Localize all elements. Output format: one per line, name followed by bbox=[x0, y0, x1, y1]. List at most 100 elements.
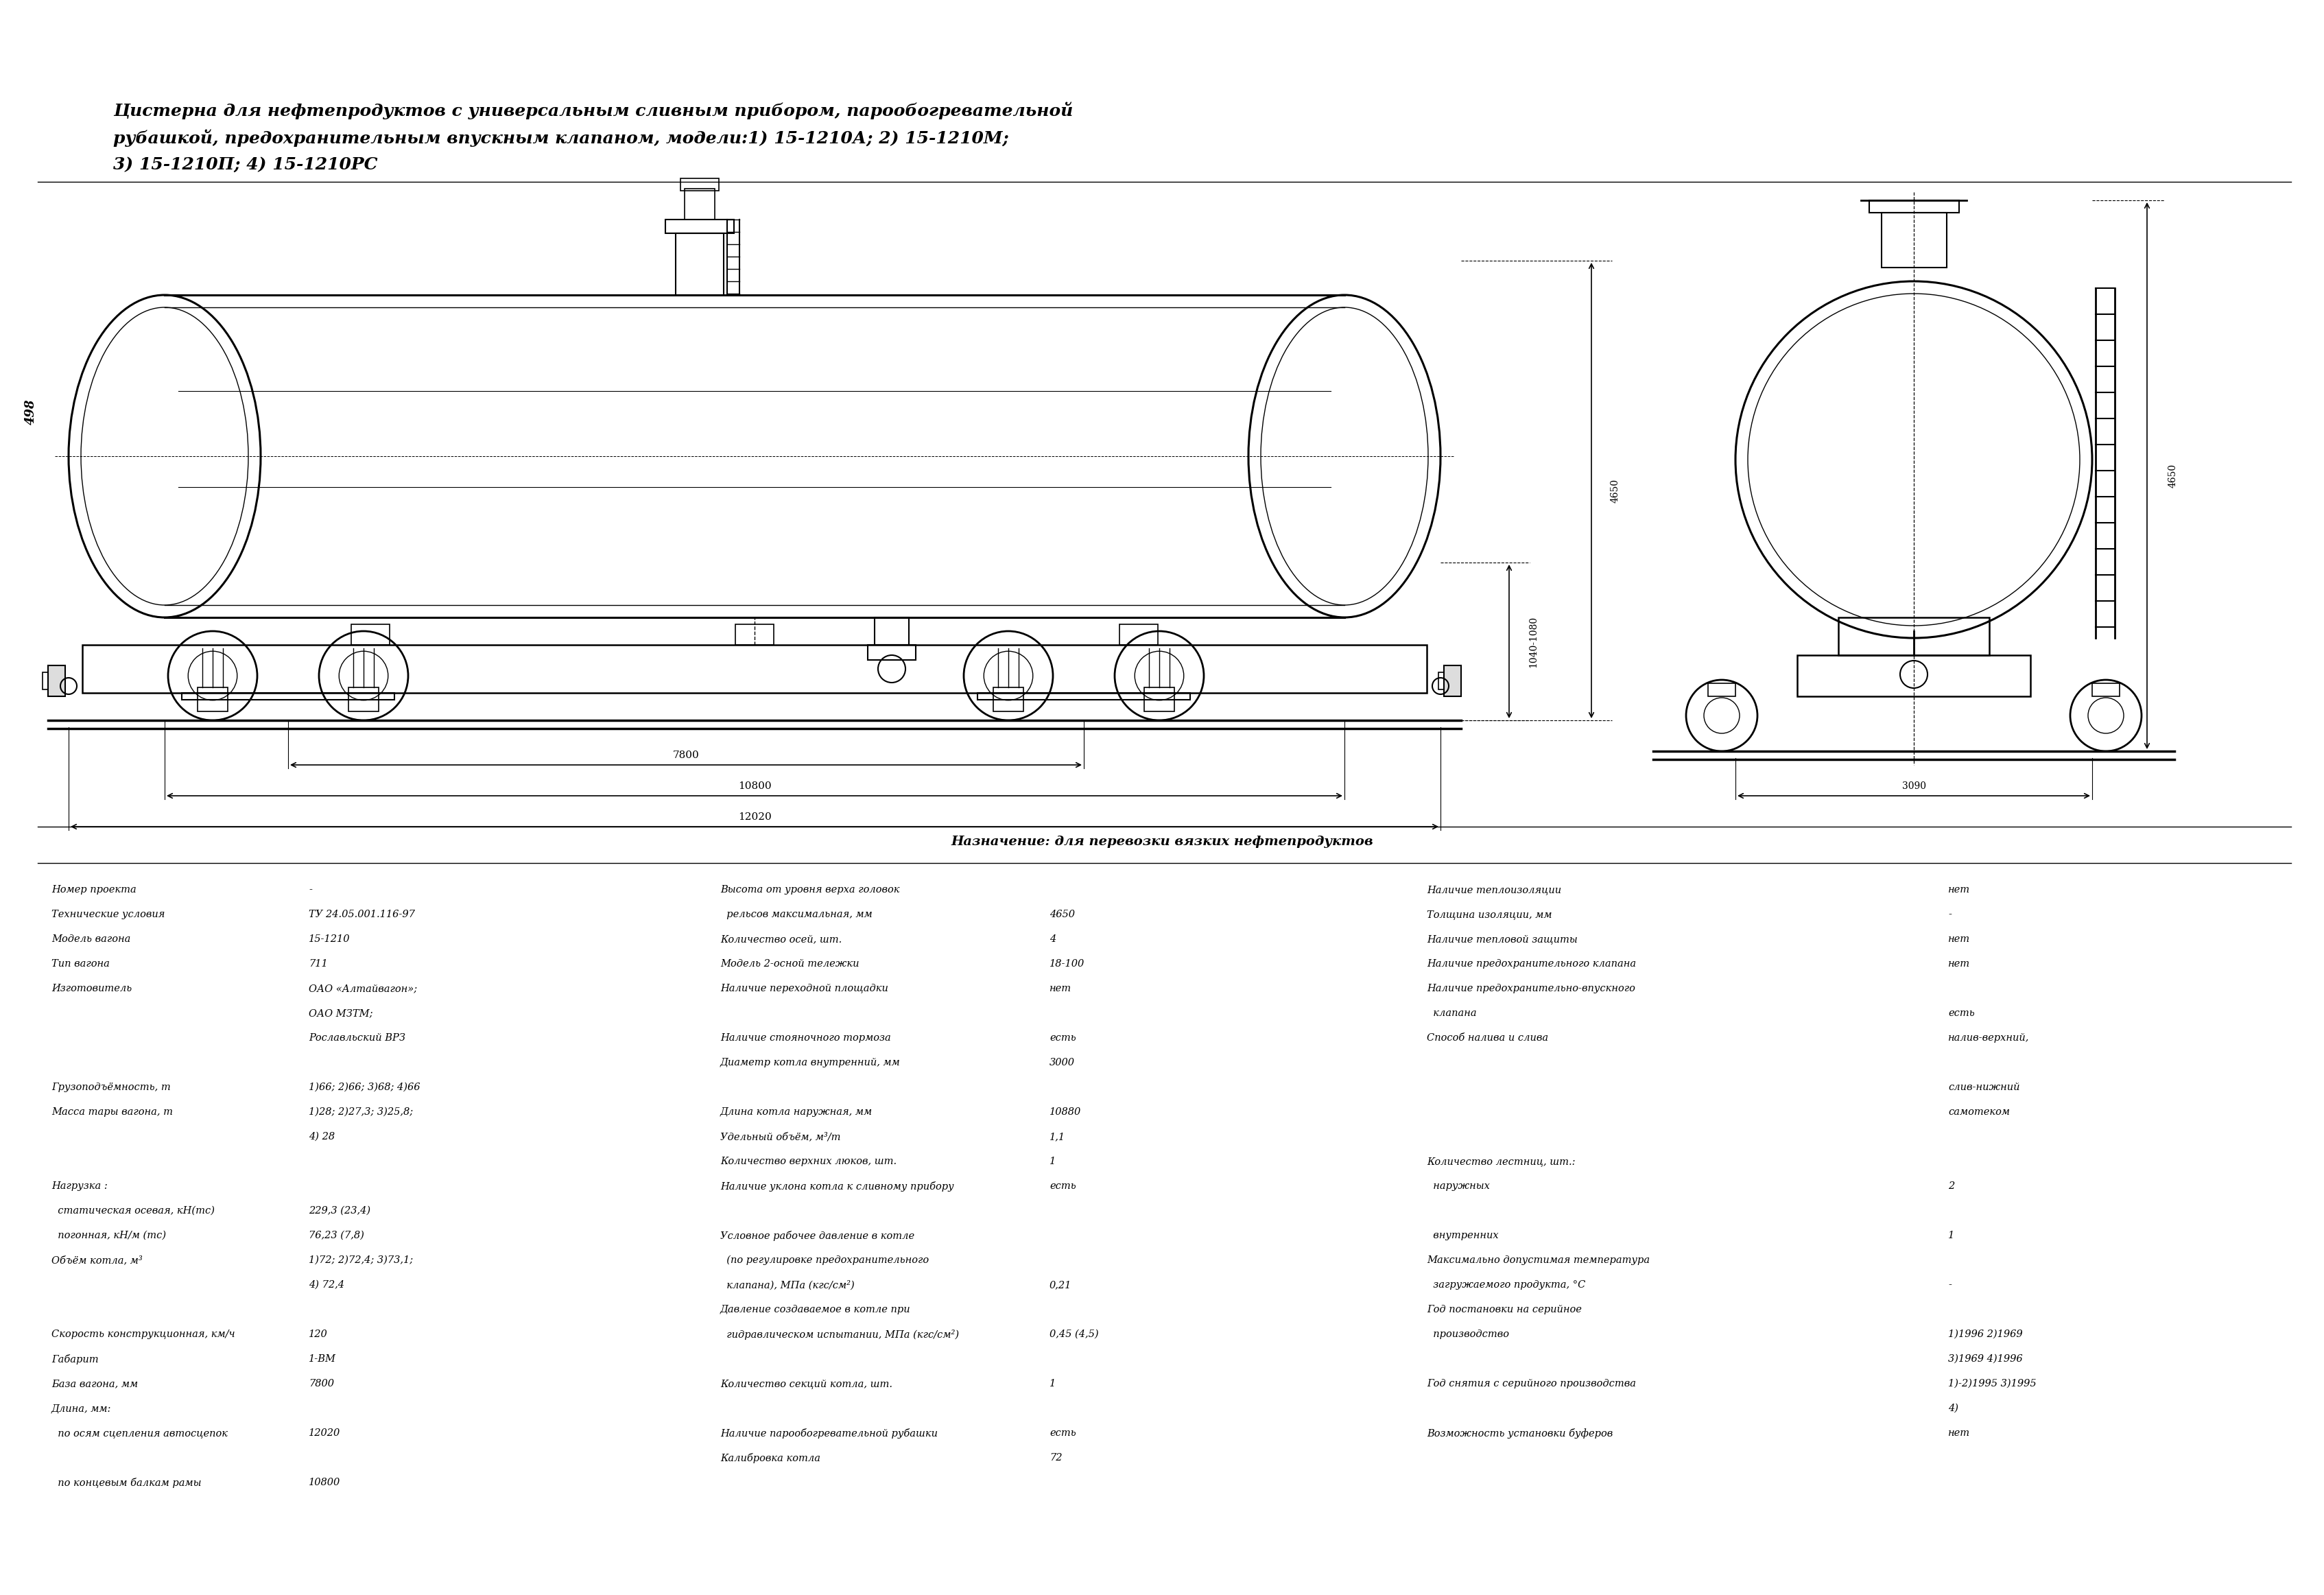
Text: 120: 120 bbox=[309, 1330, 328, 1340]
Text: 711: 711 bbox=[309, 959, 328, 968]
Text: Скорость конструкционная, км/ч: Скорость конструкционная, км/ч bbox=[51, 1330, 235, 1340]
Text: Нагрузка :: Нагрузка : bbox=[51, 1182, 107, 1191]
Text: 7800: 7800 bbox=[672, 751, 700, 761]
Text: Габарит: Габарит bbox=[51, 1354, 98, 1364]
Text: 3000: 3000 bbox=[1050, 1057, 1076, 1067]
Bar bbox=[978, 692, 1190, 700]
Text: Длина, мм:: Длина, мм: bbox=[51, 1404, 112, 1413]
Text: самотеком: самотеком bbox=[1948, 1107, 2010, 1116]
Text: ТУ 24.05.001.116-97: ТУ 24.05.001.116-97 bbox=[309, 909, 416, 919]
Text: 7800: 7800 bbox=[309, 1380, 335, 1389]
Bar bbox=[1868, 201, 1959, 212]
Text: ОАО «Алтайвагон»;: ОАО «Алтайвагон»; bbox=[309, 984, 416, 994]
Text: Изготовитель: Изготовитель bbox=[51, 984, 132, 994]
Text: 1-ВМ: 1-ВМ bbox=[309, 1354, 337, 1364]
Text: Наличие теплоизоляции: Наличие теплоизоляции bbox=[1427, 885, 1562, 895]
Text: 4) 28: 4) 28 bbox=[309, 1132, 335, 1142]
Text: -: - bbox=[1948, 909, 1952, 919]
Text: нет: нет bbox=[1948, 959, 1971, 968]
Text: Длина котла наружная, мм: Длина котла наружная, мм bbox=[720, 1107, 872, 1116]
Text: Удельный объём, м³/т: Удельный объём, м³/т bbox=[720, 1132, 841, 1142]
Text: Давление создаваемое в котле при: Давление создаваемое в котле при bbox=[720, 1305, 911, 1314]
Text: Грузоподъёмность, т: Грузоподъёмность, т bbox=[51, 1083, 170, 1093]
Text: гидравлическом испытании, МПа (кгс/см²): гидравлическом испытании, МПа (кгс/см²) bbox=[720, 1330, 960, 1340]
Bar bbox=[874, 617, 909, 644]
Text: -: - bbox=[1948, 1281, 1952, 1290]
Text: 4650: 4650 bbox=[2168, 464, 2178, 488]
Bar bbox=[992, 687, 1023, 711]
Text: есть: есть bbox=[1050, 1034, 1076, 1043]
Bar bbox=[676, 233, 723, 295]
Text: 15-1210: 15-1210 bbox=[309, 935, 351, 944]
Text: погонная, кН/м (тс): погонная, кН/м (тс) bbox=[51, 1231, 165, 1241]
Bar bbox=[665, 220, 734, 233]
Text: 4) 72,4: 4) 72,4 bbox=[309, 1281, 344, 1290]
Bar bbox=[867, 644, 916, 660]
Text: 1)-2)1995 3)1995: 1)-2)1995 3)1995 bbox=[1948, 1380, 2036, 1389]
Text: производство: производство bbox=[1427, 1330, 1508, 1340]
Bar bbox=[2092, 683, 2119, 697]
Text: 4650: 4650 bbox=[1050, 909, 1076, 919]
Text: 12020: 12020 bbox=[309, 1428, 339, 1439]
Text: Наличие предохранительного клапана: Наличие предохранительного клапана bbox=[1427, 959, 1636, 968]
Text: есть: есть bbox=[1050, 1428, 1076, 1439]
Text: База вагона, мм: База вагона, мм bbox=[51, 1380, 137, 1389]
Text: 1)66; 2)66; 3)68; 4)66: 1)66; 2)66; 3)68; 4)66 bbox=[309, 1083, 421, 1093]
Text: 4): 4) bbox=[1948, 1404, 1959, 1413]
Text: рельсов максимальная, мм: рельсов максимальная, мм bbox=[720, 909, 872, 919]
Text: внутренних: внутренних bbox=[1427, 1231, 1499, 1241]
Bar bbox=[49, 665, 65, 697]
Bar bbox=[1882, 212, 1948, 268]
Text: нет: нет bbox=[1050, 984, 1071, 994]
Text: ОАО МЗТМ;: ОАО МЗТМ; bbox=[309, 1008, 372, 1018]
Text: нет: нет bbox=[1948, 935, 1971, 944]
Text: 1040-1080: 1040-1080 bbox=[1529, 616, 1538, 667]
Text: Рославльский ВРЗ: Рославльский ВРЗ bbox=[309, 1034, 404, 1043]
Text: Наличие предохранительно-впускного: Наличие предохранительно-впускного bbox=[1427, 984, 1636, 994]
Text: Наличие уклона котла к сливному прибору: Наличие уклона котла к сливному прибору bbox=[720, 1182, 953, 1191]
Text: 3090: 3090 bbox=[1901, 782, 1927, 791]
Text: Год постановки на серийное: Год постановки на серийное bbox=[1427, 1305, 1583, 1314]
Text: 1: 1 bbox=[1050, 1380, 1055, 1389]
Text: есть: есть bbox=[1948, 1008, 1975, 1018]
Text: 4650: 4650 bbox=[1611, 478, 1620, 502]
Text: Масса тары вагона, т: Масса тары вагона, т bbox=[51, 1107, 172, 1116]
Text: 1)1996 2)1969: 1)1996 2)1969 bbox=[1948, 1330, 2022, 1340]
Text: 1)72; 2)72,4; 3)73,1;: 1)72; 2)72,4; 3)73,1; bbox=[309, 1255, 414, 1265]
Text: Наличие парообогревательной рубашки: Наличие парообогревательной рубашки bbox=[720, 1428, 937, 1439]
Text: Толщина изоляции, мм: Толщина изоляции, мм bbox=[1427, 909, 1552, 919]
Text: 0,21: 0,21 bbox=[1050, 1281, 1071, 1290]
Bar bbox=[198, 687, 228, 711]
Text: Модель 2-осной тележки: Модель 2-осной тележки bbox=[720, 959, 860, 968]
Text: 10800: 10800 bbox=[737, 782, 772, 791]
Text: Наличие стояночного тормоза: Наличие стояночного тормоза bbox=[720, 1034, 890, 1043]
Bar bbox=[1708, 683, 1736, 697]
Text: 1: 1 bbox=[1050, 1156, 1055, 1166]
Text: Калибровка котла: Калибровка котла bbox=[720, 1453, 820, 1463]
Text: 229,3 (23,4): 229,3 (23,4) bbox=[309, 1206, 370, 1215]
Bar bbox=[686, 188, 716, 220]
Text: 498: 498 bbox=[26, 399, 37, 424]
Text: 2: 2 bbox=[1948, 1182, 1954, 1191]
Text: Наличие переходной площадки: Наличие переходной площадки bbox=[720, 984, 888, 994]
Text: загружаемого продукта, °С: загружаемого продукта, °С bbox=[1427, 1281, 1585, 1290]
Text: наружных: наружных bbox=[1427, 1182, 1490, 1191]
Text: Возможность установки буферов: Возможность установки буферов bbox=[1427, 1428, 1613, 1439]
Bar bbox=[1120, 624, 1157, 644]
Text: рубашкой, предохранительным впускным клапаном, модели:1) 15-1210А; 2) 15-1210М;: рубашкой, предохранительным впускным кла… bbox=[114, 129, 1009, 147]
Text: по осям сцепления автосцепок: по осям сцепления автосцепок bbox=[51, 1428, 228, 1439]
Text: налив-верхний,: налив-верхний, bbox=[1948, 1034, 2029, 1043]
Text: 72: 72 bbox=[1050, 1453, 1062, 1463]
Bar bbox=[1443, 665, 1462, 697]
Text: Объём котла, м³: Объём котла, м³ bbox=[51, 1255, 142, 1265]
Bar bbox=[1143, 687, 1174, 711]
Bar bbox=[42, 673, 49, 689]
Text: 1,1: 1,1 bbox=[1050, 1132, 1064, 1142]
Text: 12020: 12020 bbox=[737, 812, 772, 821]
Text: 76,23 (7,8): 76,23 (7,8) bbox=[309, 1231, 365, 1241]
Text: клапана), МПа (кгс/см²): клапана), МПа (кгс/см²) bbox=[720, 1281, 855, 1290]
Bar bbox=[351, 624, 390, 644]
Text: Максимально допустимая температура: Максимально допустимая температура bbox=[1427, 1255, 1650, 1265]
Text: 3) 15-1210П; 4) 15-1210РС: 3) 15-1210П; 4) 15-1210РС bbox=[114, 156, 376, 172]
Text: 18-100: 18-100 bbox=[1050, 959, 1085, 968]
